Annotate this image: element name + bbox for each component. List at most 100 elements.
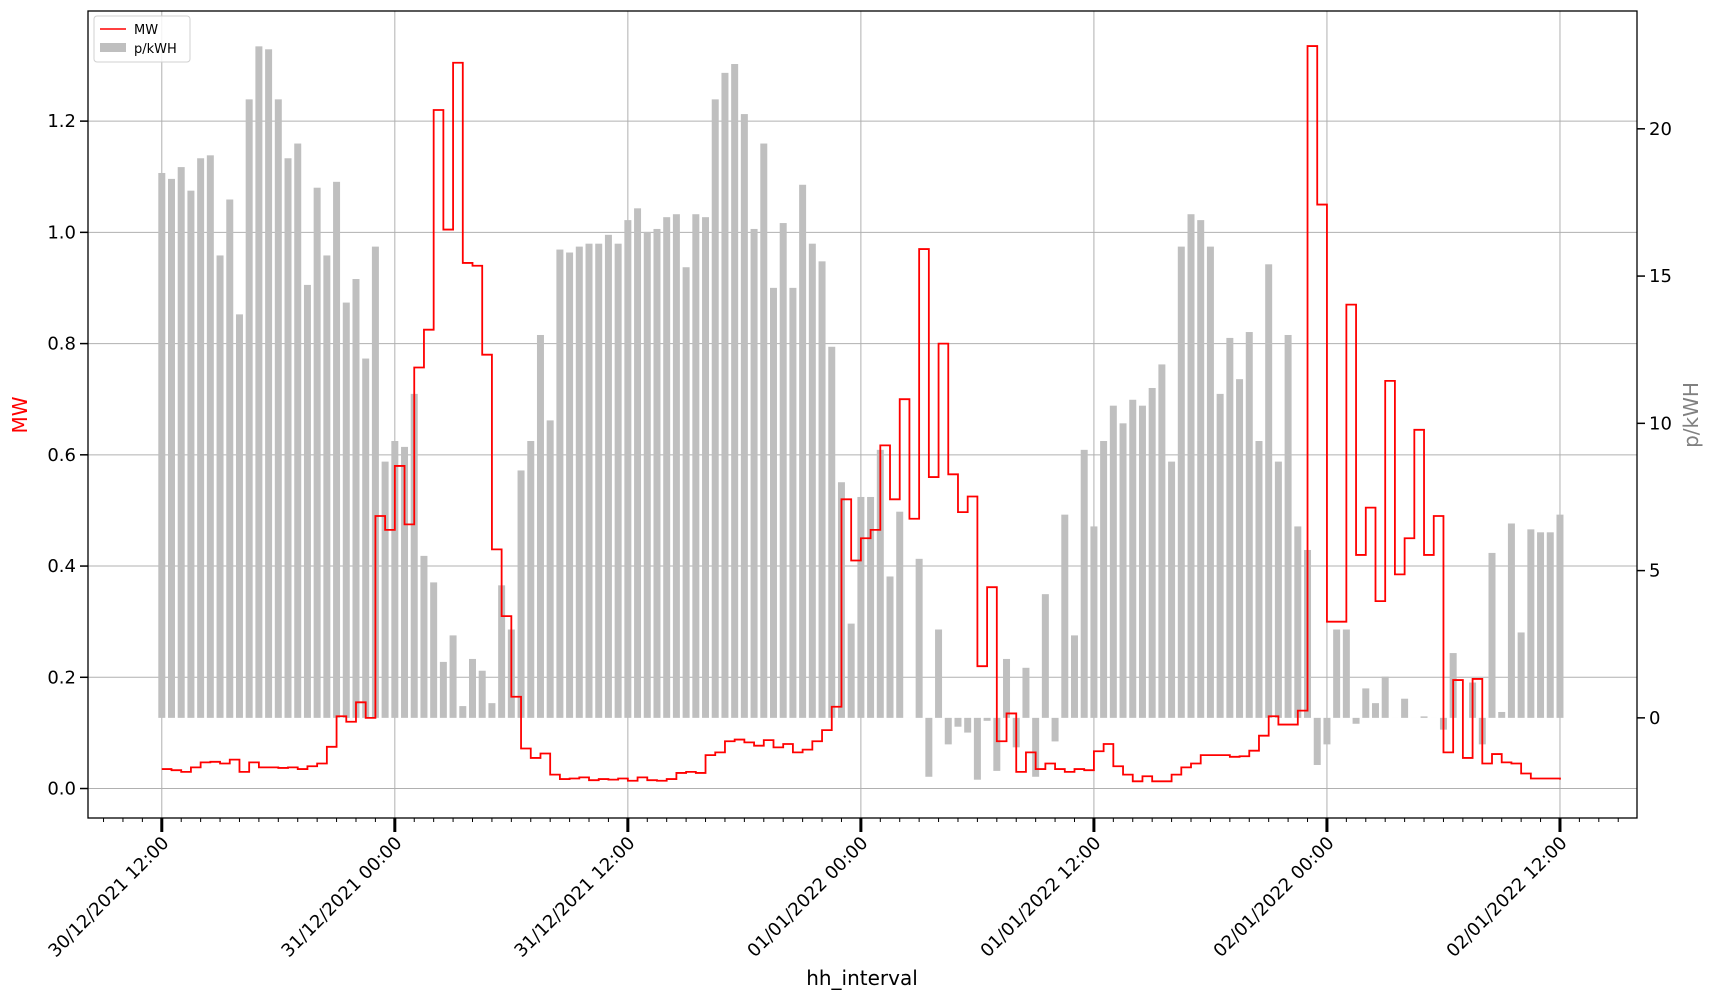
price-bar xyxy=(1507,523,1515,718)
price-bar xyxy=(245,99,253,718)
x-axis: 30/12/2021 12:00 31/12/2021 00:00 31/12/20… xyxy=(44,818,1619,962)
y-right-tick-label: 5 xyxy=(1649,561,1660,582)
price-bar xyxy=(1323,717,1331,745)
price-bar xyxy=(1070,635,1078,718)
price-bar xyxy=(653,228,661,718)
price-bar xyxy=(1420,716,1428,718)
price-bar xyxy=(536,334,544,718)
mw-step-line xyxy=(161,45,1561,783)
x-tick-label: 01/01/2022 00:00 xyxy=(743,833,872,962)
price-bar xyxy=(197,158,205,718)
price-bar xyxy=(886,576,894,718)
price-bar xyxy=(498,585,506,718)
price-bar xyxy=(1333,629,1341,718)
price-bar xyxy=(1352,717,1360,724)
price-bar xyxy=(1265,264,1273,718)
price-bar xyxy=(925,717,933,777)
price-bar xyxy=(323,255,331,718)
price-bar xyxy=(847,623,855,718)
price-bar xyxy=(1206,246,1214,718)
y-left-tick-label: 1.0 xyxy=(47,222,76,243)
price-bar xyxy=(983,717,991,721)
price-bar xyxy=(1003,658,1011,718)
price-bar xyxy=(1100,441,1108,718)
price-bar xyxy=(1032,717,1040,777)
price-bar xyxy=(401,446,409,718)
price-bar xyxy=(371,246,379,718)
price-bar xyxy=(1527,529,1535,718)
price-bar xyxy=(643,231,651,718)
price-bar xyxy=(857,496,865,718)
price-bar xyxy=(274,99,282,718)
y-left-tick-label: 0.6 xyxy=(47,445,76,466)
price-bar xyxy=(527,441,535,718)
y-axis-left: 0.0 0.2 0.4 0.6 0.8 1.0 1.2 xyxy=(47,111,88,800)
price-bar xyxy=(1051,717,1059,742)
x-tick-label: 31/12/2021 12:00 xyxy=(510,833,639,962)
price-bar xyxy=(430,582,438,718)
price-bar xyxy=(1517,632,1525,718)
price-bar xyxy=(265,49,273,718)
legend-mw-label: MW xyxy=(134,23,158,38)
price-bar xyxy=(313,187,321,718)
price-bar xyxy=(1498,711,1506,718)
price-bar xyxy=(663,217,671,718)
price-bar xyxy=(255,46,263,718)
price-bar xyxy=(1236,379,1244,718)
plot-frame xyxy=(87,10,1638,819)
x-tick-label: 01/01/2022 12:00 xyxy=(977,833,1106,962)
price-bar xyxy=(469,658,476,718)
price-bar xyxy=(1381,676,1389,718)
price-bar xyxy=(876,449,884,718)
legend-price-label: p/kWH xyxy=(134,42,177,57)
price-bar xyxy=(672,214,680,718)
price-bar xyxy=(1371,703,1379,718)
price-bar xyxy=(808,243,816,718)
price-bar xyxy=(187,190,195,718)
price-bar xyxy=(760,143,768,718)
price-bar xyxy=(1168,461,1176,718)
price-bar xyxy=(1255,441,1263,718)
y-right-tick-label: 15 xyxy=(1649,266,1672,287)
price-bar xyxy=(634,208,642,718)
legend: MW p/kWH xyxy=(93,15,191,63)
price-bar xyxy=(964,717,972,733)
y-left-tick-label: 1.2 xyxy=(47,111,76,132)
price-bar xyxy=(896,511,904,718)
price-bar xyxy=(915,558,923,718)
price-bar xyxy=(362,358,370,718)
mw-line-path xyxy=(161,45,1561,783)
x-tick-label: 30/12/2021 12:00 xyxy=(44,833,173,962)
price-bar xyxy=(1216,393,1224,718)
price-bar xyxy=(1274,461,1282,718)
price-bar xyxy=(1187,214,1195,718)
price-bar xyxy=(1197,220,1205,718)
price-bar xyxy=(478,670,486,718)
price-bar xyxy=(1061,514,1069,718)
price-bar xyxy=(439,661,447,718)
y-right-tick-label: 20 xyxy=(1649,119,1672,140)
price-bar xyxy=(585,243,593,718)
price-bar xyxy=(702,217,710,718)
price-bar xyxy=(546,420,554,718)
price-bar xyxy=(789,287,797,718)
price-bar xyxy=(682,267,690,718)
y-right-tick-label: 10 xyxy=(1649,413,1672,434)
price-bar xyxy=(1401,698,1409,718)
price-bar xyxy=(1226,337,1234,718)
price-bars xyxy=(158,46,1564,780)
y-left-tick-label: 0.4 xyxy=(47,556,76,577)
price-bar xyxy=(1294,526,1302,718)
price-bar xyxy=(177,167,185,718)
price-bar xyxy=(517,470,525,718)
price-bar xyxy=(575,246,583,718)
price-bar xyxy=(1284,334,1292,718)
price-bar xyxy=(216,255,224,718)
price-bar xyxy=(342,302,350,718)
price-bar xyxy=(158,172,166,718)
price-bar xyxy=(1022,667,1030,718)
legend-price-swatch xyxy=(100,43,126,52)
price-bar xyxy=(1090,526,1098,718)
price-bar xyxy=(410,393,418,718)
price-bar xyxy=(818,261,826,718)
